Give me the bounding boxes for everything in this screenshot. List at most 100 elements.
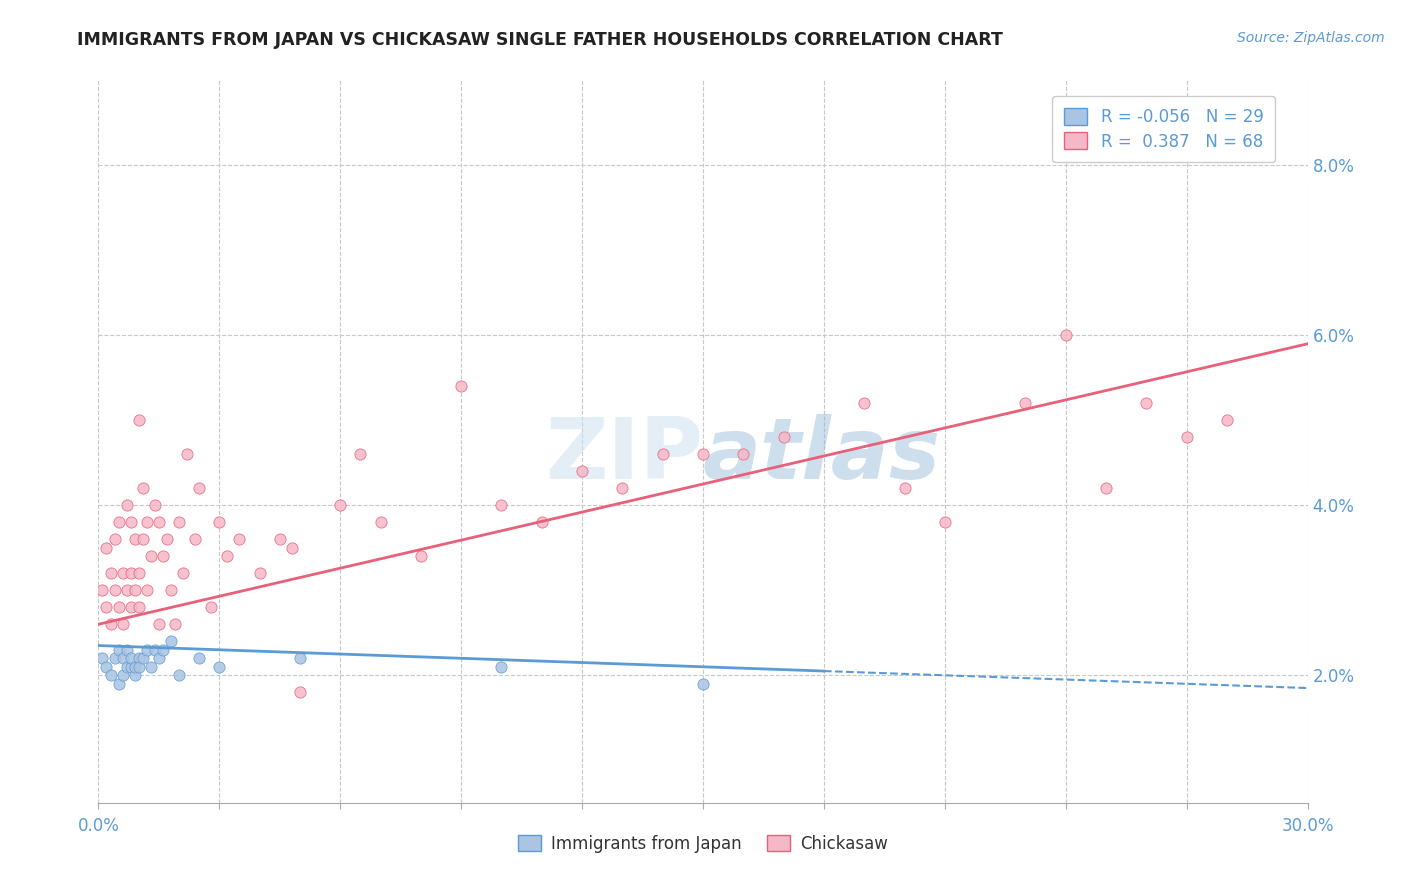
Point (160, 583, 183, 598)
Point (148, 617, 170, 632)
Point (176, 447, 198, 461)
Point (288, 685, 311, 699)
Point (128, 413, 150, 427)
Point (491, 660, 513, 674)
Point (1175, 430, 1198, 444)
Point (934, 516, 956, 530)
Point (124, 583, 146, 598)
Point (349, 447, 371, 461)
Point (96, 660, 118, 674)
Point (115, 660, 138, 674)
Point (100, 668, 122, 682)
Point (160, 634, 183, 648)
Point (96, 541, 118, 555)
Point (100, 617, 122, 632)
Point (128, 651, 150, 665)
Point (120, 566, 142, 581)
Text: Source: ZipAtlas.com: Source: ZipAtlas.com (1237, 31, 1385, 45)
Point (288, 651, 311, 665)
Point (188, 651, 211, 665)
Point (148, 516, 170, 530)
Point (96, 600, 118, 615)
Point (100, 566, 122, 581)
Point (733, 447, 755, 461)
Point (208, 660, 231, 674)
Text: ZIP: ZIP (546, 415, 703, 498)
Point (107, 516, 129, 530)
Point (135, 583, 157, 598)
Point (111, 668, 134, 682)
Point (120, 516, 142, 530)
Point (612, 481, 634, 495)
Point (103, 533, 125, 547)
Point (1014, 396, 1036, 410)
Point (132, 651, 155, 665)
Text: atlas: atlas (703, 415, 941, 498)
Point (111, 566, 134, 581)
Point (128, 566, 150, 581)
Point (115, 498, 138, 512)
Point (115, 583, 138, 598)
Point (120, 660, 142, 674)
Point (217, 549, 239, 564)
Point (1216, 413, 1239, 427)
Point (167, 668, 190, 682)
Point (651, 447, 673, 461)
Point (124, 660, 146, 674)
Point (370, 516, 392, 530)
Point (571, 464, 593, 478)
Point (530, 516, 553, 530)
Point (1135, 396, 1157, 410)
Point (450, 379, 472, 393)
Point (120, 600, 142, 615)
Point (269, 533, 291, 547)
Point (132, 481, 155, 495)
Point (692, 447, 714, 461)
Point (772, 430, 794, 444)
Point (128, 660, 150, 674)
Point (200, 600, 222, 615)
Point (139, 660, 162, 674)
Point (111, 651, 134, 665)
Point (491, 498, 513, 512)
Point (893, 481, 915, 495)
Point (107, 677, 129, 691)
Point (409, 549, 432, 564)
Point (107, 642, 129, 657)
Point (249, 566, 271, 581)
Point (120, 651, 142, 665)
Point (172, 566, 194, 581)
Point (167, 516, 190, 530)
Point (853, 396, 876, 410)
Point (228, 533, 250, 547)
Point (329, 498, 352, 512)
Point (135, 516, 157, 530)
Point (152, 549, 174, 564)
Point (692, 677, 714, 691)
Point (1054, 328, 1077, 343)
Legend: Immigrants from Japan, Chickasaw: Immigrants from Japan, Chickasaw (512, 828, 894, 860)
Point (148, 651, 170, 665)
Point (281, 541, 304, 555)
Point (91, 651, 114, 665)
Point (132, 533, 155, 547)
Point (135, 642, 157, 657)
Point (139, 549, 162, 564)
Point (143, 642, 166, 657)
Point (128, 600, 150, 615)
Point (107, 600, 129, 615)
Point (124, 533, 146, 547)
Point (152, 642, 174, 657)
Point (184, 533, 207, 547)
Point (143, 498, 166, 512)
Point (188, 481, 211, 495)
Point (115, 642, 138, 657)
Point (1095, 481, 1118, 495)
Point (124, 668, 146, 682)
Point (103, 651, 125, 665)
Text: IMMIGRANTS FROM JAPAN VS CHICKASAW SINGLE FATHER HOUSEHOLDS CORRELATION CHART: IMMIGRANTS FROM JAPAN VS CHICKASAW SINGL… (77, 31, 1004, 49)
Point (163, 617, 186, 632)
Point (156, 533, 179, 547)
Point (208, 516, 231, 530)
Point (91, 583, 114, 598)
